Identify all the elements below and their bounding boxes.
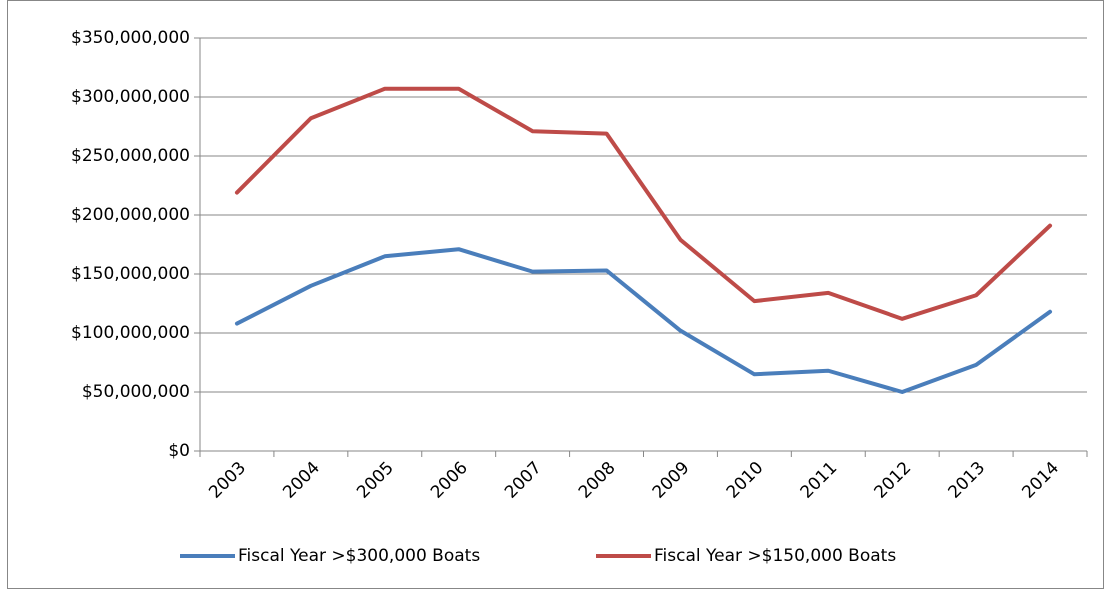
x-tick-label: 2006 bbox=[427, 458, 472, 503]
y-tick-label: $350,000,000 bbox=[71, 28, 190, 48]
y-tick-label: $300,000,000 bbox=[71, 87, 190, 107]
y-tick-label: $150,000,000 bbox=[71, 264, 190, 284]
x-tick-label: 2011 bbox=[797, 458, 842, 503]
x-tick-label: 2003 bbox=[205, 458, 250, 503]
y-tick-label: $200,000,000 bbox=[71, 205, 190, 225]
legend-label: Fiscal Year >$150,000 Boats bbox=[654, 546, 896, 566]
series-line bbox=[234, 86, 1053, 321]
legend-label: Fiscal Year >$300,000 Boats bbox=[238, 546, 480, 566]
x-tick-label: 2012 bbox=[871, 458, 916, 503]
series-line bbox=[234, 247, 1053, 394]
x-tick-label: 2014 bbox=[1018, 458, 1063, 503]
x-tick-label: 2007 bbox=[501, 458, 546, 503]
y-tick-label: $0 bbox=[168, 441, 190, 461]
y-tick-label: $250,000,000 bbox=[71, 146, 190, 166]
x-tick-label: 2009 bbox=[649, 458, 694, 503]
x-tick-label: 2008 bbox=[575, 458, 620, 503]
x-tick-label: 2010 bbox=[723, 458, 768, 503]
x-tick-label: 2005 bbox=[353, 458, 398, 503]
x-tick-label: 2013 bbox=[944, 458, 989, 503]
y-tick-label: $100,000,000 bbox=[71, 323, 190, 343]
x-tick-label: 2004 bbox=[279, 458, 324, 503]
y-tick-label: $50,000,000 bbox=[82, 382, 190, 402]
